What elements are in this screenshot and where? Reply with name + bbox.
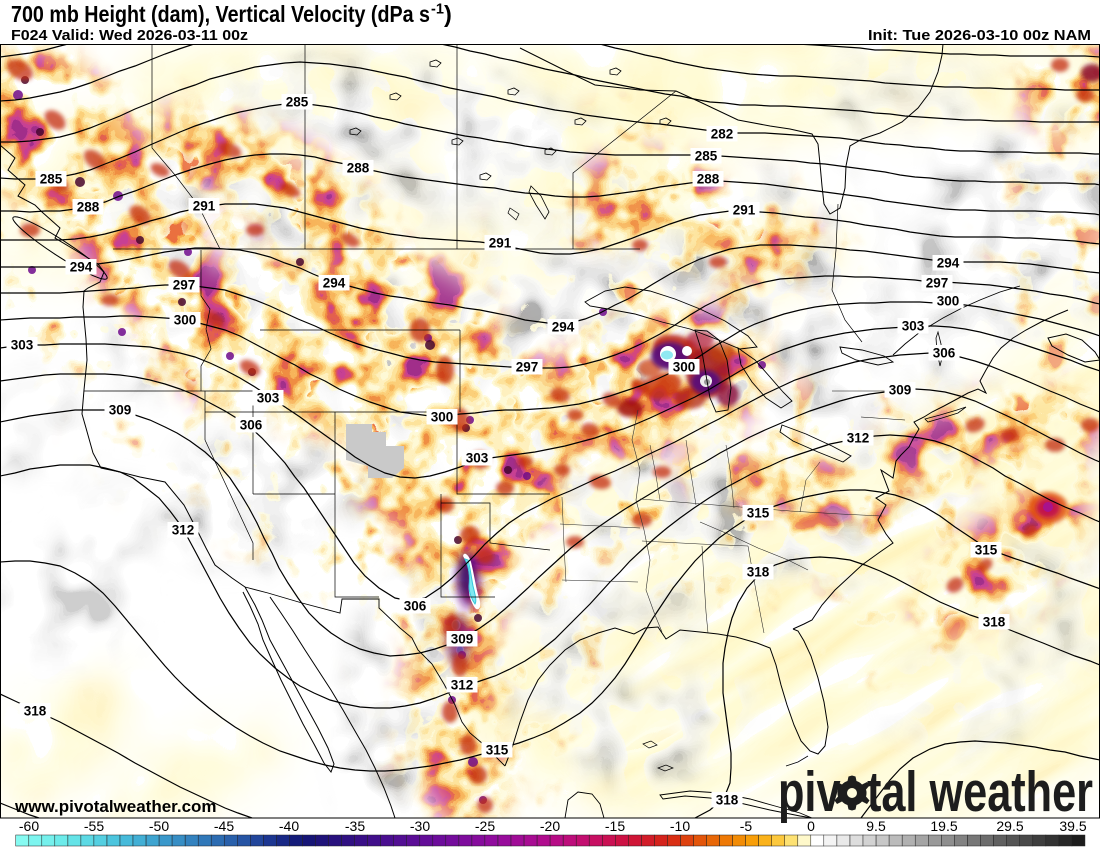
svg-text:282: 282	[711, 127, 734, 142]
svg-text:306: 306	[240, 418, 263, 433]
svg-text:288: 288	[347, 161, 370, 176]
svg-text:Init: Tue 2026-03-10 00z NAM: Init: Tue 2026-03-10 00z NAM	[868, 27, 1091, 44]
svg-text:285: 285	[286, 95, 309, 110]
svg-text:312: 312	[451, 678, 474, 693]
svg-text:291: 291	[733, 203, 756, 218]
svg-text:F024 Valid: Wed 2026-03-11 00z: F024 Valid: Wed 2026-03-11 00z	[11, 27, 248, 44]
svg-text:-10: -10	[670, 818, 690, 834]
svg-text:303: 303	[11, 338, 34, 353]
svg-text:306: 306	[404, 599, 427, 614]
svg-text:285: 285	[40, 172, 63, 187]
svg-text:288: 288	[697, 172, 720, 187]
svg-text:294: 294	[70, 260, 93, 275]
svg-text:315: 315	[975, 543, 998, 558]
svg-text:-35: -35	[345, 818, 365, 834]
svg-text:300: 300	[174, 313, 197, 328]
svg-text:300: 300	[673, 360, 696, 375]
svg-text:0: 0	[807, 818, 815, 834]
svg-text:297: 297	[926, 276, 949, 291]
svg-text:312: 312	[847, 431, 870, 446]
svg-text:-1: -1	[431, 2, 444, 18]
svg-text:312: 312	[172, 523, 195, 538]
svg-text:-60: -60	[19, 818, 39, 834]
svg-text:294: 294	[323, 276, 346, 291]
svg-text:-5: -5	[740, 818, 753, 834]
svg-text:www.pivotalweather.com: www.pivotalweather.com	[14, 797, 217, 816]
svg-text:291: 291	[193, 199, 216, 214]
svg-text:): )	[444, 1, 452, 27]
svg-text:309: 309	[889, 383, 912, 398]
svg-text:39.5: 39.5	[1059, 818, 1086, 834]
svg-text:-50: -50	[149, 818, 169, 834]
svg-text:300: 300	[937, 294, 960, 309]
svg-text:294: 294	[552, 320, 575, 335]
svg-text:315: 315	[747, 506, 770, 521]
svg-text:318: 318	[24, 704, 47, 719]
svg-text:19.5: 19.5	[930, 818, 957, 834]
svg-text:309: 309	[109, 403, 132, 418]
svg-text:700 mb Height (dam), Vertical: 700 mb Height (dam), Vertical Velocity (…	[11, 1, 430, 27]
svg-text:9.5: 9.5	[866, 818, 886, 834]
svg-text:-15: -15	[605, 818, 625, 834]
svg-text:303: 303	[257, 391, 280, 406]
svg-text:-55: -55	[84, 818, 104, 834]
svg-text:303: 303	[466, 451, 489, 466]
svg-text:-45: -45	[214, 818, 234, 834]
svg-text:285: 285	[695, 149, 718, 164]
svg-text:291: 291	[489, 236, 512, 251]
svg-text:pivotal weather: pivotal weather	[778, 760, 1093, 824]
svg-text:315: 315	[486, 743, 509, 758]
svg-text:294: 294	[937, 256, 960, 271]
svg-text:288: 288	[77, 200, 100, 215]
svg-text:309: 309	[451, 632, 474, 647]
svg-text:297: 297	[173, 278, 196, 293]
svg-text:318: 318	[983, 615, 1006, 630]
svg-text:-20: -20	[540, 818, 560, 834]
svg-text:297: 297	[516, 360, 539, 375]
svg-text:29.5: 29.5	[996, 818, 1023, 834]
svg-text:306: 306	[933, 346, 956, 361]
svg-text:-25: -25	[475, 818, 495, 834]
svg-text:303: 303	[902, 319, 925, 334]
svg-text:318: 318	[747, 565, 770, 580]
svg-text:-30: -30	[410, 818, 430, 834]
svg-text:300: 300	[431, 410, 454, 425]
svg-text:-40: -40	[279, 818, 299, 834]
svg-text:318: 318	[716, 793, 739, 808]
